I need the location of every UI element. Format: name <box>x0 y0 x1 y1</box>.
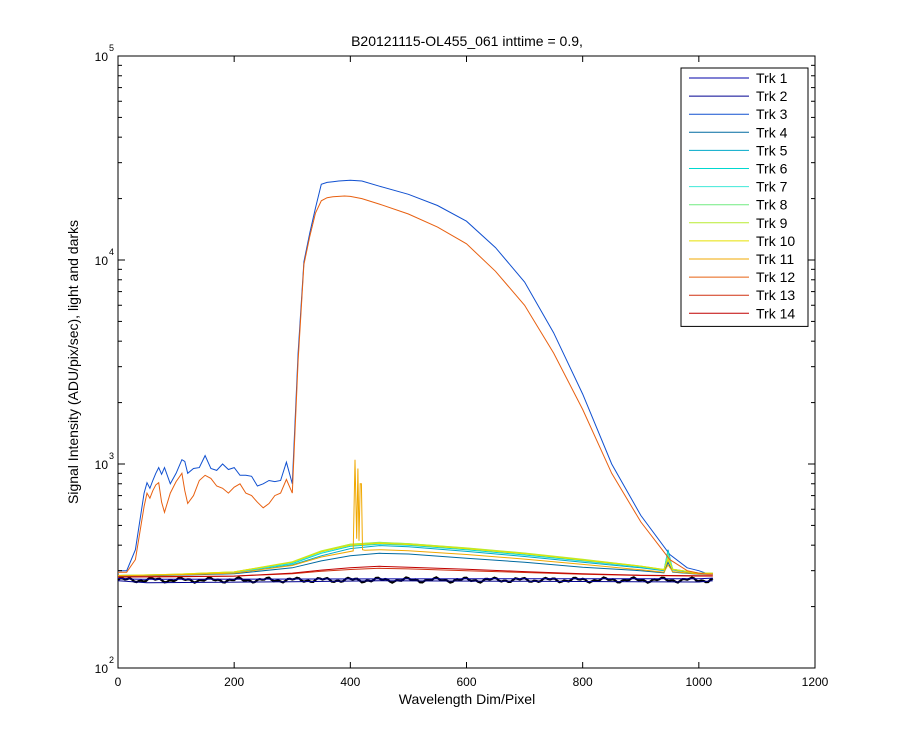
x-tick-label: 1000 <box>685 675 712 689</box>
x-tick-label: 0 <box>115 675 122 689</box>
y-tick-label-exponent: 2 <box>109 655 114 665</box>
y-tick-label-exponent: 4 <box>109 247 114 257</box>
legend-label: Trk 7 <box>756 179 788 195</box>
legend: Trk 1 Trk 2 Trk 3 Trk 4 Trk 5 Trk 6 Trk 7 Trk 8… <box>680 67 809 327</box>
y-tick-label-exponent: 3 <box>109 451 114 461</box>
series-line-trk-11 <box>117 459 713 577</box>
x-axis-label: Wavelength Dim/Pixel <box>399 691 535 707</box>
legend-label: Trk 5 <box>756 142 788 158</box>
series-line-trk-14 <box>117 565 713 578</box>
legend-label: Trk 6 <box>756 161 788 177</box>
y-tick-label-base: 10 <box>95 662 109 676</box>
legend-label: Trk 10 <box>756 233 795 249</box>
series-line-trk-10 <box>117 542 713 576</box>
dark-frames-line <box>117 576 714 584</box>
legend-label: Trk 1 <box>756 70 788 86</box>
legend-label: Trk 2 <box>756 88 788 104</box>
y-tick-label-base: 10 <box>95 458 109 472</box>
x-tick-label: 600 <box>456 675 476 689</box>
series-line-trk-3 <box>118 179 713 575</box>
y-tick-label-base: 10 <box>95 50 109 64</box>
series-line-trk-2 <box>117 580 713 584</box>
legend-label: Trk 3 <box>756 106 788 122</box>
legend-label: Trk 13 <box>756 287 795 303</box>
series-layer <box>117 179 714 584</box>
chart-title: B20121115-OL455_061 inttime = 0.9, <box>351 33 583 49</box>
series-line-trk-4 <box>117 552 713 577</box>
legend-box <box>680 67 809 327</box>
legend-label: Trk 11 <box>756 251 794 267</box>
legend-label: Trk 8 <box>756 197 788 213</box>
y-axis-label: Signal Intensity (ADU/pix/sec), light an… <box>65 220 81 504</box>
x-tick-label: 1200 <box>802 675 829 689</box>
x-tick-label: 800 <box>573 675 593 689</box>
x-tick-label: 400 <box>340 675 360 689</box>
legend-label: Trk 4 <box>756 124 788 140</box>
legend-label: Trk 14 <box>756 305 795 321</box>
series-line-trk-12 <box>118 195 713 575</box>
x-tick-label: 200 <box>224 675 244 689</box>
y-tick-label-exponent: 5 <box>109 43 114 53</box>
legend-label: Trk 12 <box>756 269 795 285</box>
y-tick-label-base: 10 <box>95 254 109 268</box>
series-line-trk-1 <box>117 577 713 580</box>
legend-label: Trk 9 <box>756 215 788 231</box>
